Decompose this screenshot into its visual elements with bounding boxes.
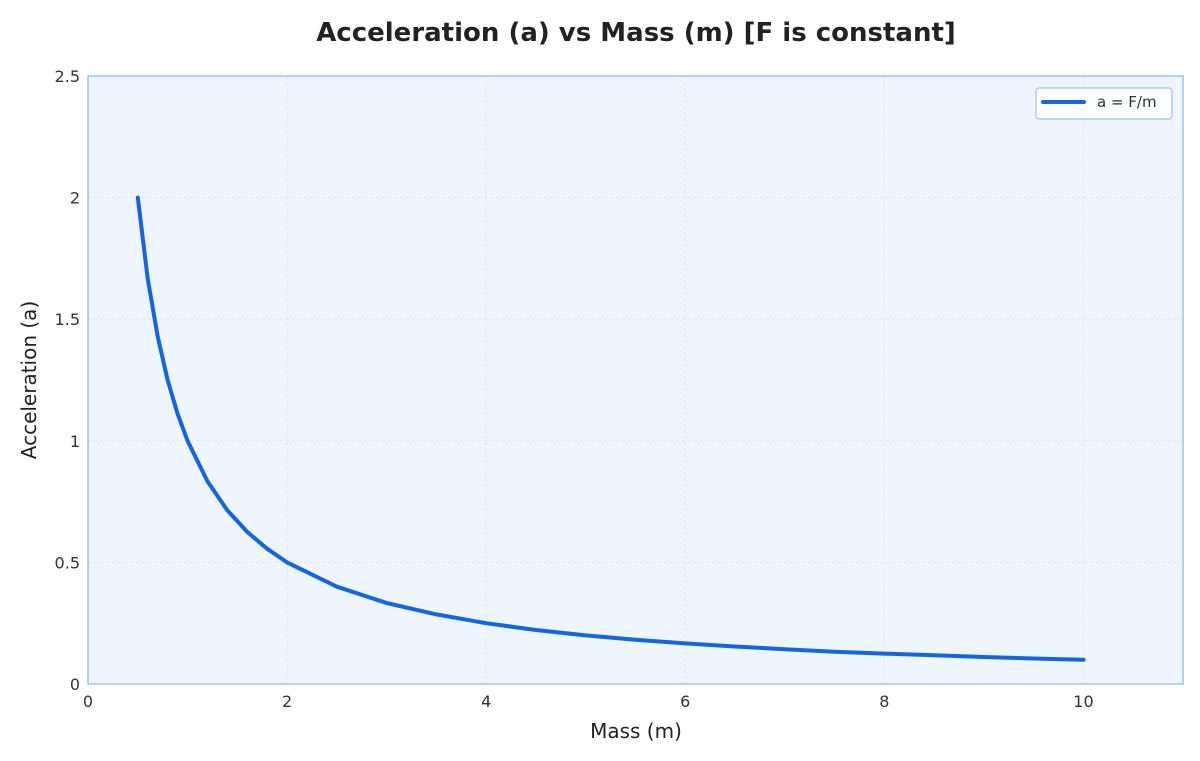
x-tick-label: 2 xyxy=(282,692,292,711)
legend: a = F/m xyxy=(1035,87,1173,120)
y-tick-label: 2.5 xyxy=(55,67,80,86)
plot-area xyxy=(88,76,1183,684)
x-tick-label: 0 xyxy=(83,692,93,711)
legend-label: a = F/m xyxy=(1097,93,1157,111)
chart-title: Acceleration (a) vs Mass (m) [F is const… xyxy=(316,18,956,48)
y-tick-label: 2 xyxy=(70,189,80,208)
x-tick-label: 8 xyxy=(879,692,889,711)
x-tick-label: 6 xyxy=(680,692,690,711)
y-tick-label: 0.5 xyxy=(55,553,80,572)
plot-frame xyxy=(87,75,1184,685)
y-tick-label: 0 xyxy=(70,675,80,694)
x-tick-label: 4 xyxy=(481,692,491,711)
x-axis-ticks: 0 2 4 6 8 10 xyxy=(83,692,1094,711)
series-layer xyxy=(135,195,1086,662)
grid xyxy=(88,76,1183,684)
x-tick-label: 10 xyxy=(1073,692,1093,711)
y-tick-label: 1.5 xyxy=(55,310,80,329)
y-axis-label: Acceleration (a) xyxy=(17,301,41,460)
y-axis-ticks: 0 0.5 1 1.5 2 2.5 xyxy=(55,67,80,694)
x-axis-label: Mass (m) xyxy=(590,719,682,743)
y-tick-label: 1 xyxy=(70,432,80,451)
legend-box xyxy=(1035,87,1173,120)
series-line xyxy=(135,195,1086,662)
